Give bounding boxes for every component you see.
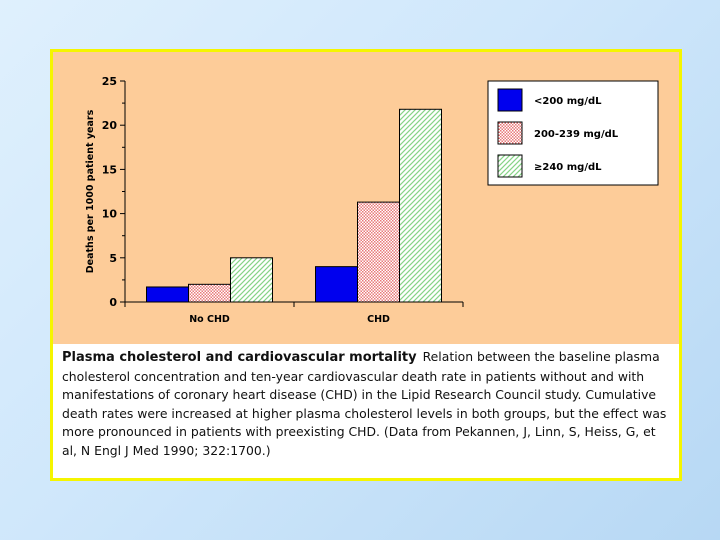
bar (315, 266, 358, 303)
y-tick-label: 10 (102, 208, 118, 221)
x-tick-label: No CHD (189, 314, 230, 325)
legend-swatch (497, 154, 523, 178)
bar (188, 283, 231, 303)
bar (230, 257, 273, 303)
y-tick-label: 25 (102, 75, 117, 88)
bar (357, 201, 400, 303)
legend-label: ≥240 mg/dL (534, 162, 602, 173)
figure-caption: Plasma cholesterol and cardiovascular mo… (62, 348, 672, 461)
bar-chart: 0 5 10 15 20 25 Deaths per 1000 patient years N… (85, 75, 659, 325)
caption-text: Relation between the baseline plasma cho… (62, 349, 667, 458)
legend-swatch (497, 121, 523, 145)
y-tick-label: 20 (102, 119, 118, 132)
legend-label: <200 mg/dL (534, 96, 602, 107)
legend-swatch (497, 88, 523, 112)
y-tick-label: 0 (109, 296, 117, 309)
y-tick-label: 5 (109, 252, 117, 265)
y-tick-label: 15 (102, 163, 117, 176)
y-axis-label: Deaths per 1000 patient years (85, 109, 96, 273)
bar (146, 286, 189, 303)
x-tick-label: CHD (367, 314, 390, 325)
legend-label: 200-239 mg/dL (534, 129, 619, 140)
caption-title: Plasma cholesterol and cardiovascular mo… (62, 350, 417, 365)
slide-frame: 0 5 10 15 20 25 Deaths per 1000 patient years N… (50, 49, 682, 481)
chart-panel: 0 5 10 15 20 25 Deaths per 1000 patient years N… (53, 52, 679, 344)
bar (399, 108, 442, 303)
